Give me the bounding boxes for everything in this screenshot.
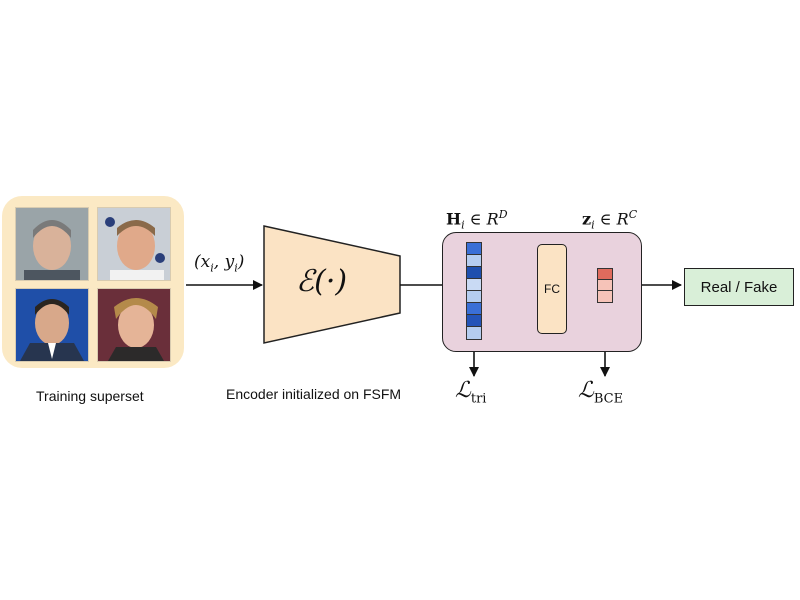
training-superset-caption: Training superset <box>36 388 144 404</box>
feature-vector-cell <box>467 303 481 315</box>
encoder-symbol: ℰ(·) <box>296 264 348 299</box>
face-image-3 <box>15 288 89 362</box>
feature-vector-cell <box>467 315 481 327</box>
logit-vector-cell <box>598 291 612 302</box>
feature-vector-cell <box>467 291 481 303</box>
input-pair-label: (xi, yi) <box>194 252 245 275</box>
face-image-1 <box>15 207 89 281</box>
face-image-2 <box>97 207 171 281</box>
fc-layer: FC <box>537 244 567 334</box>
face-image-4 <box>97 288 171 362</box>
feature-vector <box>466 242 482 340</box>
feature-vector-cell <box>467 267 481 279</box>
real-fake-output: Real / Fake <box>684 268 794 306</box>
feature-vector-cell <box>467 255 481 267</box>
feature-label: Hi ∈ RD <box>446 208 508 232</box>
logit-vector-cell <box>598 280 612 291</box>
feature-vector-cell <box>467 243 481 255</box>
logit-label: zi ∈ RC <box>582 208 638 232</box>
logit-vector <box>597 268 613 303</box>
bce-loss-label: ℒBCE <box>578 378 624 407</box>
feature-vector-cell <box>467 279 481 291</box>
encoder-block <box>263 225 401 344</box>
triplet-loss-label: ℒtri <box>455 378 487 407</box>
training-superset-panel <box>2 196 184 368</box>
encoder-caption: Encoder initialized on FSFM <box>226 386 402 402</box>
feature-vector-cell <box>467 327 481 339</box>
logit-vector-cell <box>598 269 612 280</box>
